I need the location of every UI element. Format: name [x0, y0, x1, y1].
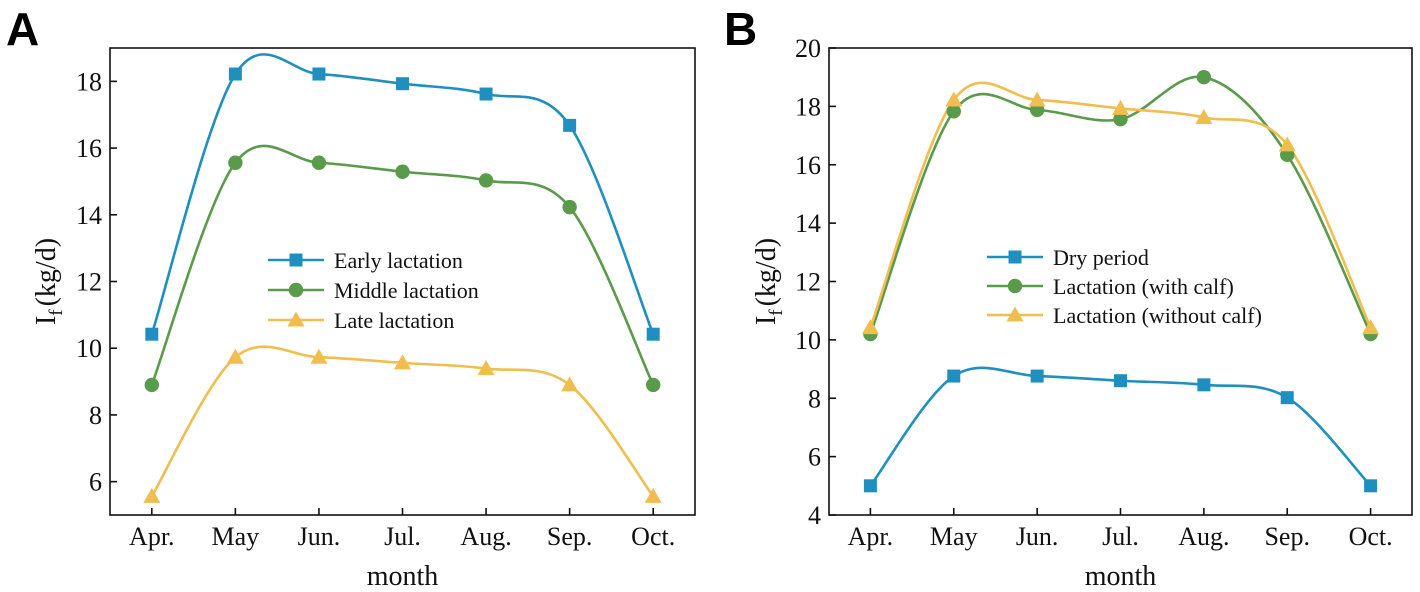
panel-b-y-tick-label: 10 [795, 326, 821, 355]
panel-b-y-axis-title-main: I [751, 316, 782, 325]
panel-a-y-axis-title: If (kg/d) [31, 238, 67, 325]
panel-a-series-3-point [226, 348, 244, 364]
panel-b-series-1-point [863, 479, 877, 493]
panel-b-legend-marker-1 [1008, 250, 1022, 264]
panel-a-series-3-point [310, 348, 328, 364]
panel-b-legend-label-1: Dry period [1053, 245, 1149, 270]
panel-a-series-1-point [145, 327, 159, 341]
panel-b-legend-marker-3 [1006, 306, 1024, 322]
panel-a-series-2-point [646, 377, 661, 393]
panel-a-y-axis-title-unit: (kg/d) [31, 238, 62, 306]
panel-a-y-tick-label: 10 [76, 334, 102, 363]
panel-b-series-2-point [946, 104, 961, 119]
panel-b-y-axis-title-unit: (kg/d) [751, 238, 782, 306]
panel-b-x-tick-label: Oct. [1349, 522, 1393, 551]
panel-a-x-tick-label: Aug. [460, 522, 511, 551]
panel-a-series-2-point [395, 164, 410, 179]
panel-a-letter: A [6, 3, 39, 55]
panel-a-y-tick-label: 8 [89, 401, 102, 430]
panel-a-y-tick-label: 18 [76, 67, 102, 96]
panel-b-series-1-point [1197, 378, 1211, 392]
panel-a-series-3-point [477, 360, 495, 376]
panel-b-series-3-point [1278, 136, 1296, 152]
panel-b-series-3-point [1028, 91, 1046, 107]
panel-a-y-tick-label: 16 [76, 134, 102, 163]
panel-b-x-tick-label: Sep. [1264, 522, 1310, 551]
panel-b-legend-label-2: Lactation (with calf) [1053, 274, 1234, 299]
panel-b-legend: Dry period Lactation (with calf) Lactation… [987, 245, 1262, 328]
panel-a-x-axis-title: month [367, 561, 439, 592]
panel-a-legend-label-2: Middle lactation [334, 278, 479, 303]
panel-b-series-3-point [945, 91, 963, 107]
panel-a-series-2-point [144, 377, 159, 393]
panel-a-series-3-point [394, 354, 411, 370]
panel-a-series-2-point [228, 155, 243, 170]
panel-b-series-1-point [1030, 369, 1044, 383]
panel-b-y-tick-label: 12 [795, 268, 821, 297]
panel-a-series-2-point [562, 199, 577, 215]
panel-a-x-tick-label: Sep. [547, 522, 593, 551]
panel-a-series-1-point [563, 118, 577, 132]
panel-b-y-tick-label: 14 [795, 209, 821, 238]
panel-a-series-2-point [311, 155, 327, 170]
panel-a-legend-marker-2 [288, 282, 304, 298]
panel-b-x-tick-label: Apr. [848, 522, 894, 551]
panel-b-letter: B [724, 3, 757, 55]
panel-b-x-tick-label: Jun. [1016, 522, 1059, 551]
panel-a-series-2-point [478, 173, 494, 188]
panel-b-legend-marker-2 [1007, 278, 1023, 294]
panel-b-series-1-point [1364, 479, 1378, 493]
panel-b-series-2-point [1113, 112, 1128, 127]
panel-a-y-axis-title-sub: f [46, 309, 67, 316]
panel-b-series-3-point [861, 319, 879, 335]
panel-a-series-1-point [479, 87, 493, 101]
panel-b-y-axis-title: If (kg/d) [751, 238, 787, 325]
panel-a-x-tick-label: Apr. [129, 522, 175, 551]
panel-b: B 4 6 8 10 12 14 16 18 20 Apr. May Jun. Jul. Aug. Sep.… [724, 3, 1413, 592]
panel-a-series-1-point [228, 67, 242, 81]
panel-a-legend: Early lactation Middle lactation Late lact… [268, 248, 479, 333]
panel-b-y-tick-label: 20 [795, 34, 821, 63]
panel-b-series-2-point [1196, 69, 1212, 85]
panel-b-y-tick-label: 4 [808, 501, 821, 530]
panel-b-series-3-point [1362, 319, 1380, 335]
panel-a-x-tick-label: May [212, 522, 260, 551]
panel-b-series-1-point [947, 369, 961, 383]
panel-b-series-1-point [1280, 391, 1294, 405]
panel-b-series-3-point [1112, 99, 1129, 115]
panel-b-x-tick-label: Jul. [1102, 522, 1139, 551]
panel-b-x-axis-title: month [1085, 561, 1157, 592]
panel-a-series-3-point [644, 487, 662, 503]
panel-b-y-tick-label: 6 [808, 443, 821, 472]
panel-a-series-3-point [143, 487, 161, 503]
panel-b-y-axis-title-sub: f [766, 309, 787, 316]
panel-a-x-tick-label: Jul. [384, 522, 421, 551]
panel-b-x-tick-label: May [930, 522, 978, 551]
panel-a-y-tick-label: 6 [89, 468, 102, 497]
panel-a-x-tick-label: Jun. [298, 522, 341, 551]
panel-a-y-axis-title-main: I [31, 316, 62, 325]
panel-a-legend-label-3: Late lactation [334, 308, 454, 333]
panel-a-y-tick-label: 14 [76, 201, 102, 230]
panel-a-series-1-point [396, 77, 409, 91]
panel-a-legend-marker-3 [287, 311, 305, 327]
panel-a-y-tick-label: 12 [76, 268, 102, 297]
panel-b-x-tick-label: Aug. [1178, 522, 1229, 551]
panel-b-y-tick-label: 18 [795, 92, 821, 121]
panel-a-series-1-point [646, 327, 660, 341]
panel-b-y-tick-label: 16 [795, 151, 821, 180]
panel-a-series-1-point [312, 67, 326, 81]
panel-a-x-tick-label: Oct. [631, 522, 675, 551]
panel-b-legend-label-3: Lactation (without calf) [1053, 303, 1262, 328]
panel-b-series-3-point [1195, 108, 1213, 124]
panel-a-legend-label-1: Early lactation [334, 248, 463, 273]
panel-a-series-3-point [561, 376, 579, 392]
panel-b-series-1-point [1114, 374, 1127, 388]
panel-a-legend-marker-1 [289, 253, 303, 267]
panel-a: A 6 8 10 12 14 16 18 Apr. May Jun. Jul. Aug. Sep. Oct… [6, 3, 696, 592]
panel-b-y-tick-label: 8 [808, 384, 821, 413]
